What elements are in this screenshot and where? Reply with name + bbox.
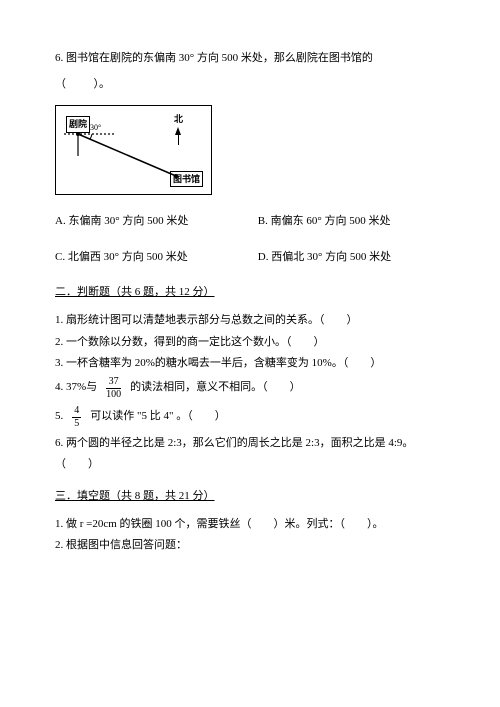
s2-q4-b: 的读法相同，意义不相同。（ ） bbox=[130, 379, 301, 397]
q6-blank: （ ）。 bbox=[55, 76, 445, 94]
s2-q2: 2. 一个数除以分数，得到的商一定比这个数小。（ ） bbox=[55, 334, 445, 352]
s2-q5-b: 可以读作 "5 比 4" 。（ ） bbox=[90, 408, 225, 426]
s2-q5-a: 5. bbox=[55, 408, 63, 426]
section-3-header: 三．填空题（共 8 题，共 21 分） bbox=[55, 488, 445, 506]
s2-q4-a: 4. 37%与 bbox=[55, 379, 97, 397]
q6-text: 6. 图书馆在剧院的东偏南 30° 方向 500 米处，那么剧院在图书馆的 bbox=[55, 50, 445, 68]
frac-den: 5 bbox=[72, 418, 81, 429]
frac-den: 100 bbox=[106, 389, 121, 400]
s2-q6-line2: （ ） bbox=[55, 456, 445, 474]
option-c: C. 北偏西 30° 方向 500 米处 bbox=[55, 249, 258, 267]
s3-q2: 2. 根据图中信息回答问题： bbox=[55, 537, 445, 555]
angle-label: 30° bbox=[90, 123, 101, 132]
fraction-4-5: 4 5 bbox=[72, 406, 81, 429]
direction-diagram: 北 剧院 30° 图书馆 bbox=[55, 105, 212, 195]
s2-q5: 5. 4 5 可以读作 "5 比 4" 。（ ） bbox=[55, 406, 445, 429]
library-marker: 图书馆 bbox=[170, 171, 203, 189]
frac-num: 4 bbox=[72, 406, 81, 418]
s3-q1: 1. 做 r =20cm 的铁圈 100 个，需要铁丝（ ）米。列式：（ ）。 bbox=[55, 516, 445, 534]
options-row-1: A. 东偏南 30° 方向 500 米处 B. 南偏东 60° 方向 500 米… bbox=[55, 213, 445, 231]
s2-q3: 3. 一杯含糖率为 20%的糖水喝去一半后，含糖率变为 10%。（ ） bbox=[55, 355, 445, 373]
frac-num: 37 bbox=[106, 377, 121, 389]
option-d: D. 西偏北 30° 方向 500 米处 bbox=[258, 249, 445, 267]
section-2-header: 二．判断题（共 6 题，共 12 分） bbox=[55, 284, 445, 302]
s2-q6-line1: 6. 两个圆的半径之比是 2:3，那么它们的周长之比是 2:3，面积之比是 4:… bbox=[55, 435, 445, 453]
s2-q1: 1. 扇形统计图可以清楚地表示部分与总数之间的关系。（ ） bbox=[55, 312, 445, 330]
section-2-title: 二．判断题（共 6 题，共 12 分） bbox=[55, 286, 215, 298]
fraction-37-100: 37 100 bbox=[106, 377, 121, 400]
options-row-2: C. 北偏西 30° 方向 500 米处 D. 西偏北 30° 方向 500 米… bbox=[55, 249, 445, 267]
page: 6. 图书馆在剧院的东偏南 30° 方向 500 米处，那么剧院在图书馆的 （ … bbox=[0, 0, 500, 707]
library-label: 图书馆 bbox=[170, 171, 203, 187]
section-3-title: 三．填空题（共 8 题，共 21 分） bbox=[55, 490, 215, 502]
option-a: A. 东偏南 30° 方向 500 米处 bbox=[55, 213, 258, 231]
option-b: B. 南偏东 60° 方向 500 米处 bbox=[258, 213, 445, 231]
s2-q4: 4. 37%与 37 100 的读法相同，意义不相同。（ ） bbox=[55, 377, 445, 400]
